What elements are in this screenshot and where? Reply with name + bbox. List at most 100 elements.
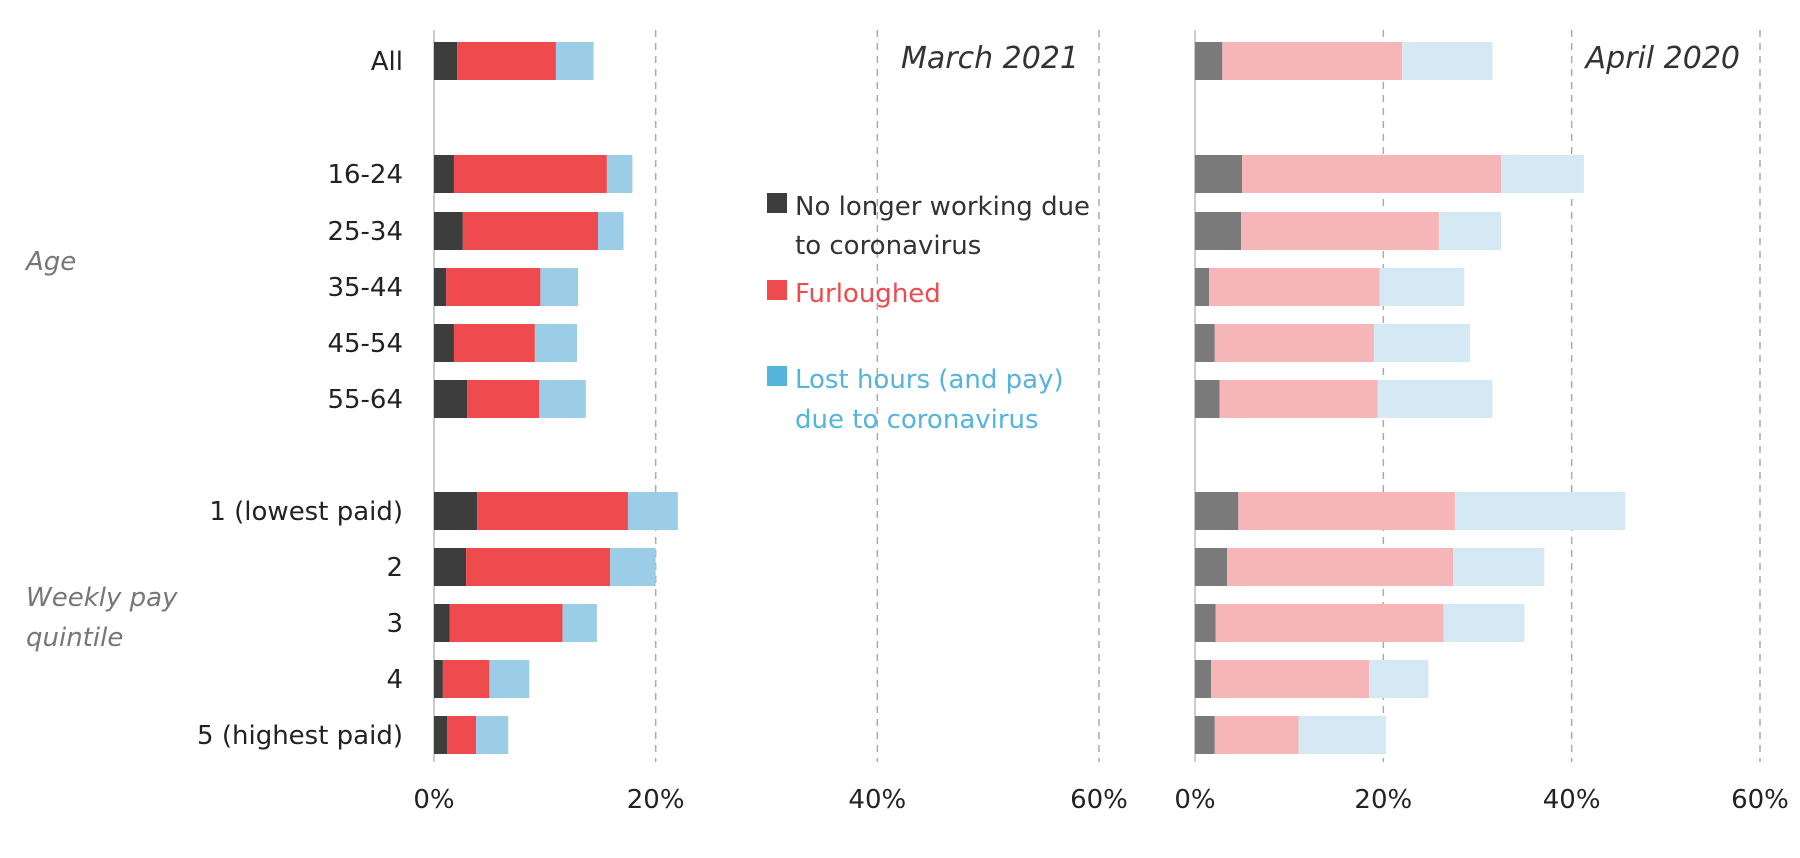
march-2021-bar-3-s2 — [449, 604, 563, 642]
march-2021-bar-3-s1 — [434, 604, 450, 642]
april-2020-bar-4-s1 — [1195, 660, 1212, 698]
march-2021-bar-55-64-s1 — [434, 380, 468, 418]
category-label: All — [371, 47, 403, 77]
legend-swatch — [767, 366, 787, 386]
april-2020-bar-35-44-s2 — [1209, 268, 1380, 306]
march-2021-bar-all-s1 — [434, 42, 458, 80]
april-2020-x-tick-label: 0% — [1174, 785, 1215, 815]
march-2021-bar-2-s2 — [466, 548, 611, 586]
category-label: 1 (lowest paid) — [209, 497, 403, 527]
panel-title: March 2021 — [901, 41, 1079, 76]
category-label: 2 — [386, 553, 403, 583]
legend: No longer working due to coronavirus Furlo… — [767, 192, 1090, 435]
march-2021-bar-2-s3 — [610, 548, 656, 586]
march-2021-bar-all-s3 — [555, 42, 594, 80]
march-2021-bar-5-highest-paid-s1 — [434, 716, 448, 754]
march-2021-bar-35-44-s3 — [540, 268, 579, 306]
march-2021-bar-45-54-s1 — [434, 324, 454, 362]
legend-label: No longer working due to coronavirus — [795, 192, 1090, 261]
category-label: 55-64 — [327, 385, 403, 415]
april-2020-bar-2-s3 — [1453, 548, 1545, 586]
march-2021-x-tick-label: 40% — [848, 785, 906, 815]
april-2020-x-tick-label: 60% — [1731, 785, 1789, 815]
april-2020-bar-55-64-s1 — [1195, 380, 1220, 418]
april-2020-bar-45-54-s3 — [1373, 324, 1470, 362]
group-label-age: Age — [24, 247, 76, 277]
april-2020-bar-16-24-s2 — [1242, 155, 1502, 193]
category-label: 45-54 — [327, 329, 403, 359]
march-2021-bar-4-s2 — [442, 660, 490, 698]
march-2021-bar-5-highest-paid-s2 — [447, 716, 477, 754]
march-2021-bar-55-64-s2 — [467, 380, 540, 418]
march-2021-bar-16-24-s3 — [606, 155, 633, 193]
april-2020-bar-3-s1 — [1195, 604, 1216, 642]
march-2021-x-tick-label: 0% — [413, 785, 454, 815]
april-2020-bar-55-64-s3 — [1377, 380, 1493, 418]
march-2021-bar-5-highest-paid-s3 — [476, 716, 509, 754]
march-2021-bar-2-s1 — [434, 548, 467, 586]
april-2020-bar-1-lowest-paid-s2 — [1238, 492, 1455, 530]
march-2021-bar-1-lowest-paid-s3 — [627, 492, 678, 530]
april-2020-bar-4-s3 — [1369, 660, 1429, 698]
category-label: 25-34 — [327, 217, 403, 247]
april-2020-bar-5-highest-paid-s1 — [1195, 716, 1215, 754]
group-label-weekly-pay-quintile: Weekly pay quintile — [26, 583, 178, 653]
march-2021-bar-all-s2 — [457, 42, 556, 80]
april-2020-bar-all-s3 — [1402, 42, 1493, 80]
march-2021-bar-16-24-s1 — [434, 155, 454, 193]
april-2020-bar-1-lowest-paid-s1 — [1195, 492, 1239, 530]
april-2020-bar-55-64-s2 — [1219, 380, 1378, 418]
march-2021-bar-1-lowest-paid-s2 — [477, 492, 628, 530]
legend-label: Lost hours (and pay) due to coronavirus — [795, 365, 1064, 435]
april-2020-bar-2-s2 — [1227, 548, 1454, 586]
category-label: 35-44 — [327, 273, 403, 303]
april-2020-bar-5-highest-paid-s3 — [1298, 716, 1387, 754]
april-2020-bar-35-44-s3 — [1379, 268, 1465, 306]
panel-title: April 2020 — [1584, 41, 1740, 76]
legend-swatch — [767, 280, 787, 300]
april-2020-bar-25-34-s3 — [1438, 212, 1502, 250]
april-2020-bar-all-s1 — [1195, 42, 1223, 80]
april-2020-bar-16-24-s3 — [1501, 155, 1584, 193]
category-labels: All 16-24 25-34 35-44 45-54 55-64 1 (lowest pa… — [24, 47, 403, 751]
april-2020-bar-5-highest-paid-s2 — [1214, 716, 1299, 754]
march-2021-bar-16-24-s2 — [453, 155, 607, 193]
march-2021-bar-55-64-s3 — [539, 380, 586, 418]
category-label: 3 — [386, 609, 403, 639]
category-label: 5 (highest paid) — [197, 721, 403, 751]
april-2020-bar-25-34-s2 — [1241, 212, 1439, 250]
april-2020-bar-1-lowest-paid-s3 — [1454, 492, 1626, 530]
april-2020-bar-2-s1 — [1195, 548, 1228, 586]
march-2021-x-tick-label: 60% — [1070, 785, 1128, 815]
march-2021-x-tick-label: 20% — [627, 785, 685, 815]
march-2021-bar-25-34-s3 — [598, 212, 624, 250]
april-2020-bar-45-54-s1 — [1195, 324, 1215, 362]
march-2021-bar-35-44-s1 — [434, 268, 447, 306]
april-2020-x-tick-label: 40% — [1543, 785, 1601, 815]
category-label: 16-24 — [327, 160, 403, 190]
grid-layer: 0% 20% 40% 60% March 2021 0% 20% 40% 60% April 20… — [413, 30, 1789, 815]
april-2020-bar-3-s2 — [1215, 604, 1444, 642]
march-2021-bar-3-s3 — [562, 604, 597, 642]
legend-label: Furloughed — [795, 279, 941, 309]
april-2020-bar-25-34-s1 — [1195, 212, 1242, 250]
bars — [434, 42, 1626, 754]
march-2021-bar-45-54-s3 — [534, 324, 577, 362]
march-2021-bar-1-lowest-paid-s1 — [434, 492, 478, 530]
april-2020-bar-16-24-s1 — [1195, 155, 1243, 193]
march-2021-bar-35-44-s2 — [446, 268, 541, 306]
march-2021-bar-4-s3 — [489, 660, 530, 698]
april-2020-bar-35-44-s1 — [1195, 268, 1210, 306]
april-2020-x-tick-label: 20% — [1354, 785, 1412, 815]
march-2021-bar-4-s1 — [434, 660, 443, 698]
category-label: 4 — [386, 665, 403, 695]
april-2020-bar-3-s3 — [1443, 604, 1525, 642]
march-2021-bar-25-34-s2 — [462, 212, 599, 250]
april-2020-bar-4-s2 — [1211, 660, 1370, 698]
april-2020-bar-45-54-s2 — [1214, 324, 1374, 362]
march-2021-bar-45-54-s2 — [453, 324, 535, 362]
legend-swatch — [767, 193, 787, 213]
april-2020-bar-all-s2 — [1222, 42, 1403, 80]
march-2021-bar-25-34-s1 — [434, 212, 463, 250]
